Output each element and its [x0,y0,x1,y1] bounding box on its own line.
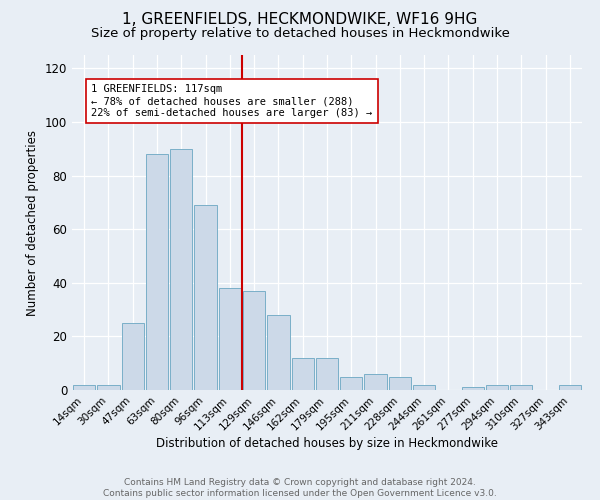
Text: 1 GREENFIELDS: 117sqm
← 78% of detached houses are smaller (288)
22% of semi-det: 1 GREENFIELDS: 117sqm ← 78% of detached … [91,84,373,117]
Bar [389,376,411,390]
Bar [122,323,144,390]
Text: Size of property relative to detached houses in Heckmondwike: Size of property relative to detached ho… [91,28,509,40]
Bar [461,388,484,390]
Bar [267,315,290,390]
Bar [194,205,217,390]
Bar [510,384,532,390]
Y-axis label: Number of detached properties: Number of detached properties [26,130,39,316]
Bar [559,384,581,390]
Bar [292,358,314,390]
Bar [73,384,95,390]
Bar [243,291,265,390]
Bar [340,376,362,390]
Text: 1, GREENFIELDS, HECKMONDWIKE, WF16 9HG: 1, GREENFIELDS, HECKMONDWIKE, WF16 9HG [122,12,478,28]
Bar [146,154,168,390]
Bar [170,149,193,390]
X-axis label: Distribution of detached houses by size in Heckmondwike: Distribution of detached houses by size … [156,438,498,450]
Bar [364,374,387,390]
Bar [486,384,508,390]
Bar [316,358,338,390]
Bar [413,384,436,390]
Text: Contains HM Land Registry data © Crown copyright and database right 2024.
Contai: Contains HM Land Registry data © Crown c… [103,478,497,498]
Bar [218,288,241,390]
Bar [97,384,119,390]
